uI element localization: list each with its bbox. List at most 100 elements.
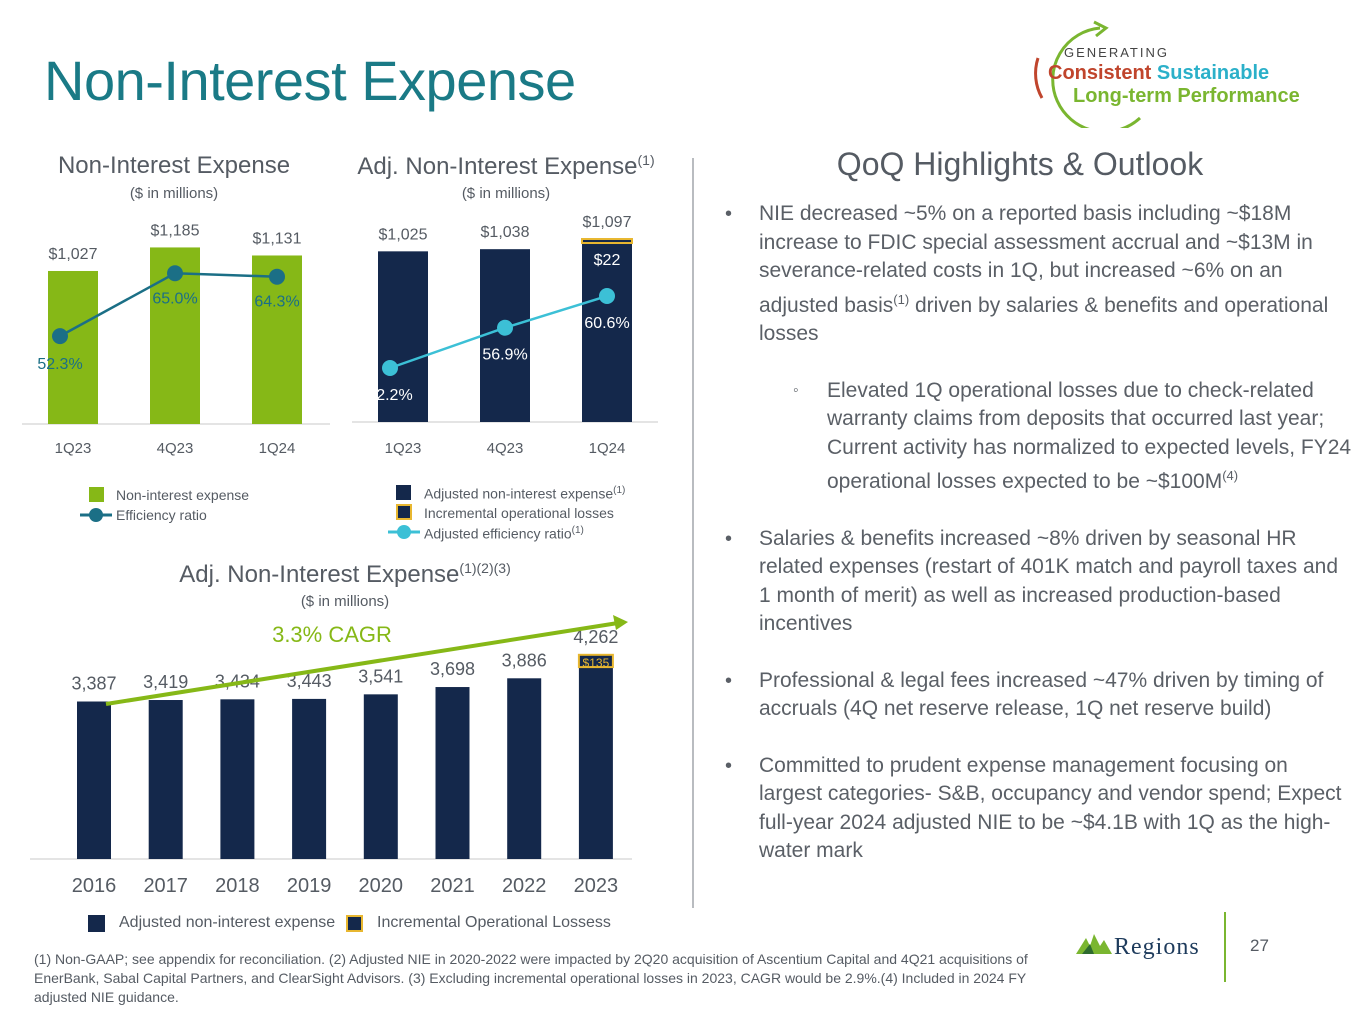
legend-swatch-op-losses	[396, 504, 412, 520]
chart3-tick-2022: 2022	[502, 875, 547, 897]
highlight-bullet-nie: • NIE decreased ~5% on a reported basis i…	[725, 202, 1329, 345]
legend-label-nie: Non-interest expense	[116, 487, 250, 503]
chart2-efficiency-label-4Q23: 56.9%	[482, 347, 527, 364]
chart3-tick-2021: 2021	[430, 875, 475, 897]
chart3-total-label-2020: 3,541	[358, 666, 403, 686]
chart3-title-text: Adj. Non-Interest Expense	[179, 561, 460, 588]
chart1-plot: $1,027 1Q23 $1,185 4Q23 $1,131 1Q24 52.3% 65.0%…	[22, 222, 330, 457]
chart3-total-label-2022: 3,886	[502, 650, 547, 670]
chart1-efficiency-label-1Q24: 64.3%	[254, 294, 299, 311]
chart3-bar-inc-2023	[577, 653, 614, 669]
chart3-bar-adj-2020	[363, 694, 398, 859]
chart3-cagr-arrowhead	[613, 615, 628, 630]
chart1-bar-label-4Q23: $1,185	[151, 222, 200, 239]
chart2-bar-adj-1Q24	[582, 243, 632, 422]
legend-swatch-op-lossess	[346, 915, 363, 932]
brand-separator	[1224, 912, 1226, 982]
chart3-cagr-arrow	[105, 621, 619, 706]
legend-swatch-adj-nie-annual	[88, 915, 105, 932]
chart2-efficiency-point-1Q23	[382, 360, 398, 376]
chart1-bar-label-1Q24: $1,131	[253, 230, 302, 247]
regions-wordmark: Regions	[1114, 934, 1200, 960]
page-title: Non-Interest Expense	[44, 49, 576, 112]
footnote: (1) Non-GAAP; see appendix for reconcili…	[34, 951, 1028, 1005]
chart3-tick-2018: 2018	[215, 875, 260, 897]
chart3-bar-adj-2019	[292, 698, 327, 859]
chart3-tick-2019: 2019	[287, 875, 332, 897]
legend-label-adj-nie: Adjusted non-interest expense(1)	[424, 485, 626, 502]
chart2-title: Adj. Non-Interest Expense(1)	[346, 152, 666, 181]
chart1-efficiency-point-1Q23	[52, 328, 68, 345]
legend-label-op-losses: Incremental operational losses	[424, 505, 614, 521]
chart1-subtitle: ($ in millions)	[129, 185, 219, 202]
chart3-bar-adj-2018	[220, 699, 255, 859]
regions-leaf-icon	[1076, 934, 1112, 954]
legend-line-adj-efficiency	[388, 525, 420, 539]
chart2-efficiency-label-1Q23: 52.2%	[367, 387, 412, 404]
chart1-title: Non-Interest Expense	[57, 152, 291, 179]
highlights-list: • NIE decreased ~5% on a reported basis i…	[725, 200, 1355, 894]
chart1-efficiency-point-4Q23	[167, 265, 183, 282]
chart1-bar-1Q23	[48, 270, 98, 424]
chart2-plot: $1,025 1Q23 $1,038 4Q23 $22 $1,097 1Q24 52.2% 56…	[352, 214, 658, 457]
chart2-tick-4Q23: 4Q23	[487, 440, 524, 457]
circular-arrow-icon	[1034, 20, 1142, 128]
chart2-subtitle: ($ in millions)	[461, 185, 551, 202]
chart3-plot: 3,38720163,41920173,43420183,44320193,54…	[30, 615, 632, 897]
chart2-tick-1Q23: 1Q23	[385, 440, 422, 457]
chart3-cagr-label: 3.3% CAGR	[272, 622, 392, 647]
chart1-bar-label-1Q23: $1,027	[49, 246, 98, 263]
chart1-efficiency-label-1Q23: 52.3%	[37, 356, 82, 373]
chart2-inc-label-1Q24: $22	[594, 252, 621, 269]
chart3-total-label-2021: 3,698	[430, 659, 475, 679]
chart3-title: Adj. Non-Interest Expense(1)(2)(3)	[140, 560, 550, 589]
tagline-line2: Long-term Performance	[1073, 85, 1300, 107]
chart3-bar-adj-2016	[77, 701, 111, 859]
chart1-legend: Non-interest expense Efficiency ratio	[80, 485, 340, 535]
legend-swatch-adj-nie	[396, 485, 411, 500]
chart1-efficiency-label-4Q23: 65.0%	[152, 290, 197, 307]
legend-line-efficiency	[80, 508, 112, 522]
chart3-title-sup: (1)(2)(3)	[459, 560, 511, 576]
chart3-legend: Adjusted non-interest expense Incrementa…	[88, 913, 648, 935]
bullet-dot: •	[725, 527, 733, 550]
tagline-logo: GENERATING Consistent Sustainable Long-t…	[1020, 18, 1320, 128]
chart3-bar-adj-2023	[578, 667, 613, 859]
legend-label-adj-efficiency: Adjusted efficiency ratio(1)	[424, 525, 584, 542]
chart3-total-label-2019: 3,443	[287, 671, 332, 691]
chart2-bar-inc-1Q24	[581, 238, 633, 245]
chart2-legend: Adjusted non-interest expense(1) Increme…	[388, 482, 668, 546]
page-number: 27	[1250, 936, 1269, 955]
chart3-bar-adj-2021	[435, 687, 470, 859]
vertical-divider	[692, 158, 694, 908]
chart3-bar-adj-2022	[507, 678, 542, 859]
chart3-tick-2017: 2017	[143, 875, 188, 897]
subbullet-dot: ◦	[793, 381, 799, 399]
highlight-bullet-salaries: • Salaries & benefits increased ~8% drive…	[725, 526, 1338, 636]
chart2-tick-1Q24: 1Q24	[589, 440, 626, 457]
chart3-total-label-2017: 3,419	[143, 672, 188, 692]
bullet-dot: •	[725, 754, 733, 777]
chart3-inc-label-2023: $135	[583, 656, 610, 670]
chart2-total-label-1Q23: $1,025	[379, 226, 428, 243]
chart3-tick-2023: 2023	[574, 875, 619, 897]
bullet-dot: •	[725, 669, 733, 692]
tagline-line1: Consistent Sustainable	[1048, 62, 1269, 85]
legend-label-adj-nie-annual: Adjusted non-interest expense	[119, 914, 336, 931]
chart2-efficiency-label-1Q24: 60.6%	[584, 315, 629, 332]
chart1-tick-1Q24: 1Q24	[259, 440, 296, 457]
chart2-total-label-1Q24: $1,097	[583, 214, 632, 231]
chart1-tick-4Q23: 4Q23	[157, 440, 194, 457]
chart2-title-sup: (1)	[637, 152, 655, 168]
highlight-bullet-fees: • Professional & legal fees increased ~47…	[725, 668, 1324, 721]
tagline-generating: GENERATING	[1064, 45, 1169, 60]
chart3-bar-adj-2017	[148, 700, 183, 859]
chart1-efficiency-point-1Q24	[269, 268, 285, 285]
highlight-bullet-outlook: • Committed to prudent expense management…	[725, 753, 1342, 863]
highlights-title: QoQ Highlights & Outlook	[836, 146, 1204, 182]
chart3-tick-2016: 2016	[72, 875, 117, 897]
chart2-efficiency-point-1Q24	[599, 288, 615, 305]
tagline-consistent: Consistent	[1048, 62, 1152, 84]
chart3-tick-2020: 2020	[359, 875, 404, 897]
chart3-total-label-2023: 4,262	[573, 627, 618, 647]
